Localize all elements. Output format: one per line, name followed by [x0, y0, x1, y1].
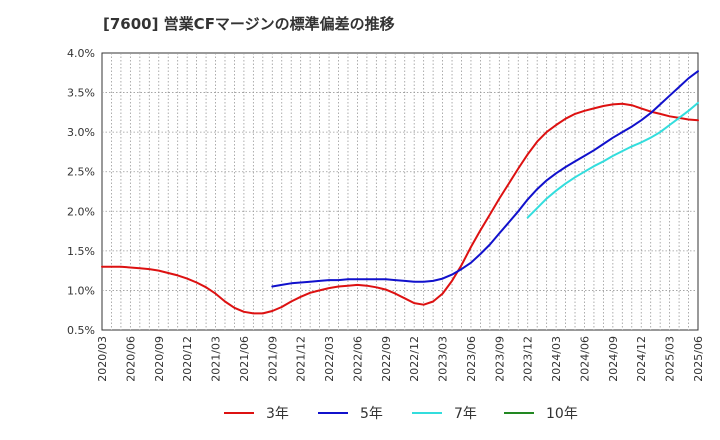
- x-tick-label: 2024/09: [607, 336, 620, 382]
- chart-title: [7600] 営業CFマージンの標準偏差の推移: [103, 15, 395, 33]
- x-tick-label: 2020/09: [153, 336, 166, 382]
- x-tick-label: 2022/03: [323, 336, 336, 382]
- x-tick-label: 2023/06: [465, 336, 478, 382]
- legend-label-5年: 5年: [360, 406, 383, 422]
- y-tick-label: 0.5%: [67, 324, 95, 337]
- x-tick-label: 2025/03: [664, 336, 677, 382]
- y-tick-label: 3.0%: [67, 126, 95, 139]
- legend-label-7年: 7年: [454, 406, 477, 422]
- x-tick-label: 2021/06: [238, 336, 251, 382]
- legend: 3年 5年 7年 10年: [224, 406, 578, 422]
- x-tick-label: 2021/12: [295, 336, 308, 382]
- x-tick-label: 2023/09: [493, 336, 506, 382]
- x-tick-label: 2023/12: [522, 336, 535, 382]
- x-tick-label: 2020/06: [124, 336, 137, 382]
- x-tick-label: 2025/06: [692, 336, 705, 382]
- y-tick-label: 1.0%: [67, 284, 95, 297]
- x-tick-label: 2023/03: [437, 336, 450, 382]
- y-tick-label: 3.5%: [67, 87, 95, 100]
- x-tick-label: 2024/12: [635, 336, 648, 382]
- x-tick-label: 2024/03: [550, 336, 563, 382]
- legend-label-3年: 3年: [266, 406, 289, 422]
- x-tick-label: 2022/12: [408, 336, 421, 382]
- y-tick-label: 2.0%: [67, 205, 95, 218]
- legend-label-10年: 10年: [546, 406, 578, 422]
- x-tick-label: 2020/03: [96, 336, 109, 382]
- series-line-7年: [526, 101, 699, 219]
- plot-area: [101, 52, 699, 331]
- y-tick-label: 1.5%: [67, 245, 95, 258]
- x-tick-label: 2021/09: [266, 336, 279, 382]
- x-tick-label: 2022/06: [351, 336, 364, 382]
- y-tick-label: 2.5%: [67, 166, 95, 179]
- series-line-3年: [101, 102, 699, 315]
- x-tick-label: 2020/12: [181, 336, 194, 382]
- y-tick-label: 4.0%: [67, 47, 95, 60]
- x-tick-label: 2024/06: [578, 336, 591, 382]
- x-tick-label: 2021/03: [210, 336, 223, 382]
- series-line-5年: [271, 70, 699, 288]
- grid-layer: [101, 52, 699, 331]
- axis-layer: 0.5% 1.0% 1.5% 2.0% 2.5% 3.0% 3.5% 4.0% 2020/03 2…: [67, 47, 705, 382]
- x-tick-label: 2022/09: [380, 336, 393, 382]
- series-layer: [101, 70, 699, 315]
